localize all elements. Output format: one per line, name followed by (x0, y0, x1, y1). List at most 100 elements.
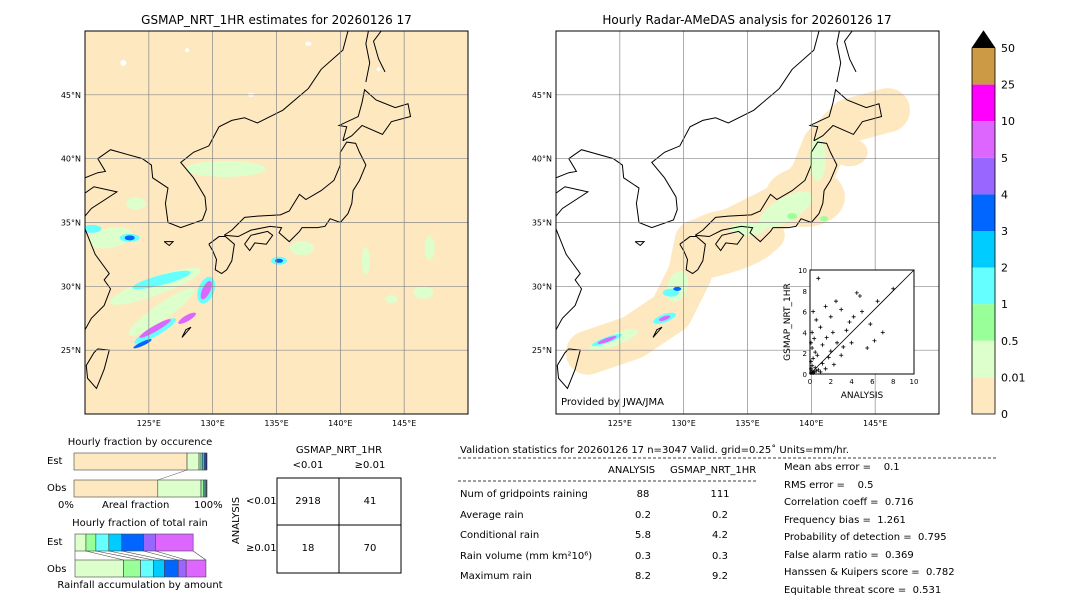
stats-row-label: Conditional rain (460, 530, 540, 541)
rain-est-segment (121, 533, 144, 552)
rain-area (668, 241, 776, 281)
connector-line (155, 550, 187, 561)
rain-obs-segment (164, 559, 179, 578)
lon-tick-label: 140°E (799, 419, 823, 428)
scatter-point (820, 361, 825, 366)
coastline (843, 31, 857, 73)
scatter-point (814, 317, 819, 322)
colorbar-segment (972, 267, 995, 305)
scatter-point (834, 299, 838, 304)
rain-area (88, 227, 133, 249)
rain-est-segment (155, 533, 194, 552)
colorbar-segment (972, 157, 995, 195)
coastline (244, 230, 274, 252)
rain-area (787, 213, 798, 220)
score-line: Mean abs error = 0.1 (784, 462, 900, 473)
scatter-point (809, 359, 814, 364)
scatter-point (809, 366, 814, 371)
stats-col-analysis: ANALYSIS (608, 465, 656, 476)
rain-obs-segment (140, 559, 154, 578)
coastline (652, 326, 663, 338)
stats-row-label: Rain volume (mm km²10⁶) (460, 550, 593, 562)
scatter-x-tick: 2 (829, 378, 833, 386)
occurrence-est-segment (186, 452, 200, 471)
contingency-cell: 18 (301, 543, 315, 554)
occurrence-obs-segment (157, 479, 202, 498)
coastline (223, 141, 367, 243)
lat-tick-label: 45°N (532, 91, 552, 100)
rain-obs-label: Obs (47, 564, 67, 575)
lon-tick-label: 130°E (672, 419, 696, 428)
lat-tick-label: 30°N (61, 282, 81, 291)
scatter-point (860, 309, 864, 314)
rain-area (820, 216, 829, 222)
rain-area (424, 236, 435, 261)
coastline (679, 236, 706, 275)
lat-tick-label: 25°N (61, 346, 81, 355)
colorbar-segment (972, 48, 995, 85)
rain-area (124, 235, 135, 241)
scatter-point (813, 350, 818, 355)
stats-row-a: 8.2 (635, 571, 651, 582)
rain-obs-segment (185, 559, 207, 578)
scatter-point (812, 369, 817, 374)
stats-header: Validation statistics for 20260126 17 n=… (460, 445, 849, 456)
scatter-point (809, 340, 814, 345)
rain-est-segment (85, 533, 97, 552)
stats-row-g: 0.3 (712, 550, 728, 562)
scatter-point (816, 276, 821, 281)
rain-obs-segment (177, 559, 187, 578)
coastline (142, 31, 349, 229)
scatter-point (839, 307, 844, 312)
contingency-title: GSMAP_NRT_1HR (295, 445, 383, 456)
scatter-point (891, 286, 896, 291)
scatter-point (810, 368, 815, 373)
colorbar-segment (972, 84, 995, 122)
rain-fraction-title: Hourly fraction of total rain (72, 518, 208, 529)
scatter-point (823, 366, 828, 371)
coastline (181, 326, 192, 338)
rain-fraction-chart (74, 533, 207, 578)
scatter-point (851, 314, 856, 319)
scatter-x-tick: 0 (808, 378, 812, 386)
colorbar-label: 0.01 (1001, 371, 1026, 384)
rain-area (275, 258, 284, 263)
occurrence-title: Hourly fraction by occurence (67, 437, 213, 448)
left-map-content (85, 31, 468, 414)
coastline (556, 186, 590, 217)
colorbar-label: 2 (1001, 262, 1008, 275)
stats-row-a: 5.8 (635, 530, 651, 541)
scatter-point (844, 328, 849, 333)
scatter-x-tick: 6 (870, 378, 875, 386)
scatter-point (857, 294, 862, 298)
occurrence-obs-segment (73, 479, 159, 498)
occurrence-tick-0: 0% (58, 500, 74, 511)
colorbar-label: 50 (1001, 42, 1015, 55)
left-map-title: GSMAP_NRT_1HR estimates for 20260126 17 (141, 13, 412, 27)
stats-row-g: 111 (710, 489, 730, 500)
scatter-point (828, 314, 833, 319)
scatter-point (818, 325, 823, 330)
coastline (163, 241, 175, 247)
scatter-point (849, 340, 854, 345)
coastline (85, 186, 119, 217)
coastline (85, 228, 112, 330)
scatter-point (835, 340, 840, 345)
missing-data (120, 59, 127, 66)
lon-tick-label: 135°E (735, 419, 759, 428)
colorbar-segment (972, 194, 995, 231)
coastline (85, 348, 110, 390)
coastline (836, 31, 842, 83)
scatter-point (816, 367, 821, 372)
colorbar-label: 0.5 (1001, 335, 1019, 348)
connector-line (192, 550, 207, 561)
scatter-point (872, 338, 877, 343)
scatter-inset: 0 2 4 6 8 10 0 2 4 6 8 10 ANALYSIS GSMAP_NRT_1HR (783, 267, 918, 401)
scatter-point (823, 304, 828, 309)
scatter-point (847, 320, 852, 324)
scatter-point (810, 363, 815, 368)
scatter-y-tick: 6 (803, 309, 808, 317)
stats-col-gsmap: GSMAP_NRT_1HR (670, 465, 757, 476)
stats-row-label: Average rain (460, 509, 524, 521)
colorbar-label: 3 (1001, 225, 1008, 238)
